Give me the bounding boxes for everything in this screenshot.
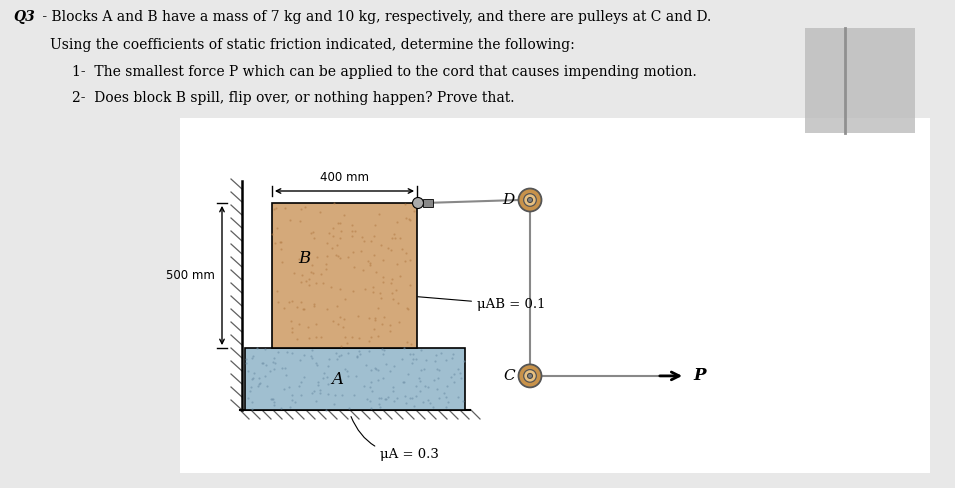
Text: 500 mm: 500 mm: [166, 269, 215, 282]
Bar: [423, 199, 434, 207]
Circle shape: [519, 188, 541, 211]
Circle shape: [523, 194, 537, 206]
Text: μA = 0.3: μA = 0.3: [351, 417, 439, 461]
Text: A: A: [331, 370, 344, 387]
Text: μAB = 0.1: μAB = 0.1: [417, 297, 545, 311]
Text: P: P: [693, 367, 706, 385]
Circle shape: [413, 198, 423, 208]
Text: Using the coefficients of static friction indicated, determine the following:: Using the coefficients of static frictio…: [50, 38, 575, 52]
Text: D: D: [502, 193, 514, 207]
Circle shape: [523, 369, 537, 382]
Bar: [272, 203, 417, 348]
Bar: [805, 28, 915, 133]
Bar: [245, 348, 465, 410]
Text: C: C: [503, 369, 515, 383]
Bar: [180, 118, 930, 473]
Text: 2-  Does block B spill, flip over, or nothing happen? Prove that.: 2- Does block B spill, flip over, or not…: [72, 91, 515, 105]
Circle shape: [519, 365, 541, 387]
Text: 1-  The smallest force P which can be applied to the cord that causes impending : 1- The smallest force P which can be app…: [72, 65, 697, 79]
Text: Q3: Q3: [13, 10, 34, 24]
Circle shape: [527, 373, 533, 378]
Text: B: B: [298, 249, 310, 266]
Text: 400 mm: 400 mm: [320, 171, 369, 184]
Circle shape: [527, 198, 533, 203]
Text: - Blocks A and B have a mass of 7 kg and 10 kg, respectively, and there are pull: - Blocks A and B have a mass of 7 kg and…: [38, 10, 711, 24]
